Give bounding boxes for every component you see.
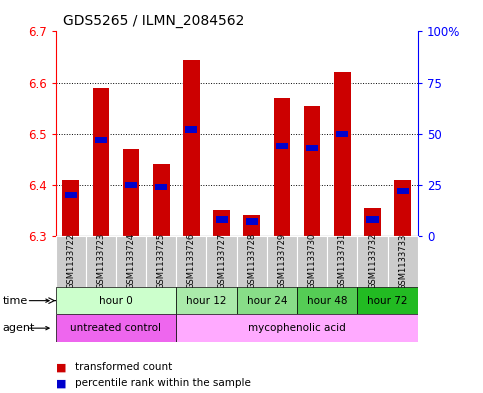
Bar — [274, 98, 290, 236]
Text: GSM1133725: GSM1133725 — [156, 233, 166, 289]
Text: hour 72: hour 72 — [368, 296, 408, 306]
Bar — [237, 236, 267, 287]
Bar — [395, 180, 411, 236]
Bar — [93, 88, 109, 236]
Text: GSM1133728: GSM1133728 — [247, 233, 256, 290]
Bar — [153, 164, 170, 236]
Bar — [327, 236, 357, 287]
Bar — [123, 149, 139, 236]
Bar — [155, 184, 167, 190]
Bar — [357, 236, 388, 287]
Bar — [237, 287, 297, 314]
Text: hour 48: hour 48 — [307, 296, 347, 306]
Text: ■: ■ — [56, 378, 66, 388]
Text: hour 0: hour 0 — [99, 296, 133, 306]
Bar — [146, 236, 176, 287]
Bar — [367, 217, 379, 222]
Text: GSM1133722: GSM1133722 — [66, 233, 75, 289]
Text: GSM1133730: GSM1133730 — [308, 233, 317, 290]
Bar — [397, 188, 409, 194]
Bar — [336, 130, 348, 137]
Text: agent: agent — [2, 323, 35, 333]
Text: GSM1133729: GSM1133729 — [277, 233, 286, 289]
Bar — [65, 192, 77, 198]
Text: GSM1133731: GSM1133731 — [338, 233, 347, 290]
Bar — [56, 236, 86, 287]
Text: hour 12: hour 12 — [186, 296, 227, 306]
Bar — [207, 236, 237, 287]
Text: ■: ■ — [56, 362, 66, 373]
Bar — [185, 127, 198, 132]
Bar — [86, 236, 116, 287]
Text: hour 24: hour 24 — [247, 296, 287, 306]
Bar — [357, 287, 418, 314]
Bar — [276, 143, 288, 149]
Text: GSM1133726: GSM1133726 — [187, 233, 196, 290]
Bar — [95, 137, 107, 143]
Bar — [267, 236, 297, 287]
Text: GSM1133727: GSM1133727 — [217, 233, 226, 290]
Text: GSM1133723: GSM1133723 — [96, 233, 105, 290]
Text: time: time — [2, 296, 28, 306]
Bar — [62, 180, 79, 236]
Bar — [176, 314, 418, 342]
Bar — [176, 236, 207, 287]
Text: mycophenolic acid: mycophenolic acid — [248, 323, 346, 333]
Bar — [297, 287, 357, 314]
Bar — [176, 287, 237, 314]
Bar — [304, 106, 320, 236]
Bar — [243, 215, 260, 236]
Bar — [56, 314, 176, 342]
Text: GDS5265 / ILMN_2084562: GDS5265 / ILMN_2084562 — [63, 14, 244, 28]
Bar — [116, 236, 146, 287]
Text: untreated control: untreated control — [71, 323, 161, 333]
Bar — [388, 236, 418, 287]
Text: percentile rank within the sample: percentile rank within the sample — [75, 378, 251, 388]
Bar — [364, 208, 381, 236]
Text: GSM1133732: GSM1133732 — [368, 233, 377, 290]
Text: transformed count: transformed count — [75, 362, 172, 373]
Bar — [56, 287, 176, 314]
Bar — [215, 217, 227, 222]
Bar — [297, 236, 327, 287]
Bar — [306, 145, 318, 151]
Bar — [183, 60, 199, 236]
Bar — [125, 182, 137, 188]
Bar — [213, 210, 230, 236]
Text: GSM1133733: GSM1133733 — [398, 233, 407, 290]
Bar — [334, 72, 351, 236]
Bar — [246, 219, 258, 224]
Text: GSM1133724: GSM1133724 — [127, 233, 136, 289]
